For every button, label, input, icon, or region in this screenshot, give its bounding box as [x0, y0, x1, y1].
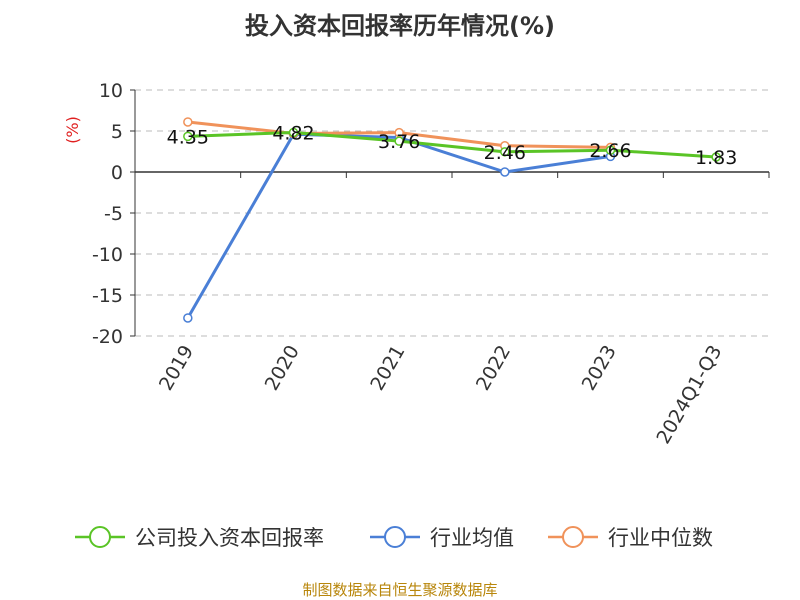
y-tick-label: 0 [111, 162, 123, 184]
data-point [500, 167, 510, 177]
chart-title: 投入资本回报率历年情况(%) [245, 12, 555, 40]
x-tick-label: 2020 [261, 342, 304, 395]
x-tick-label: 2019 [155, 342, 198, 395]
data-point [183, 313, 193, 323]
x-tick-label: 2023 [578, 342, 621, 395]
legend-swatch-marker [384, 526, 406, 548]
data-labels: 4.35 4.82 3.76 2.46 2.66 1.83 [167, 122, 738, 169]
x-tick-label: 2024Q1-Q3 [652, 342, 726, 448]
data-label: 2.46 [484, 142, 526, 164]
y-tick-label: -15 [92, 285, 123, 307]
legend-label: 行业均值 [430, 526, 514, 550]
x-tick-labels: 2019 2020 2021 2022 2023 2024Q1-Q3 [155, 342, 727, 448]
data-label: 3.76 [378, 131, 420, 153]
data-point [288, 127, 299, 138]
y-tick-label: -5 [104, 203, 123, 225]
data-point [183, 117, 193, 127]
data-point [183, 131, 193, 142]
source-note: 制图数据来自恒生聚源数据库 [302, 581, 498, 599]
y-axis-label: (%) [63, 116, 82, 144]
legend-swatch-marker [562, 526, 584, 548]
y-tick-label: 10 [99, 80, 123, 102]
legend-label: 行业中位数 [608, 526, 713, 550]
axes [130, 89, 770, 337]
data-label: 4.82 [272, 122, 314, 144]
data-point [500, 147, 510, 157]
y-tick-label: -10 [92, 244, 123, 266]
x-tick-label: 2021 [366, 342, 409, 395]
grid-lines [135, 89, 769, 337]
series-line [186, 132, 611, 319]
series-lines [183, 117, 721, 323]
data-point [605, 145, 616, 155]
legend-label: 公司投入资本回报率 [135, 526, 324, 550]
data-label: 4.35 [167, 126, 209, 148]
y-tick-label: 5 [111, 121, 123, 143]
data-point [711, 152, 721, 162]
data-point [394, 136, 404, 146]
data-label: 1.83 [695, 147, 737, 169]
y-tick-label: -20 [92, 326, 123, 348]
x-tick-label: 2022 [472, 342, 515, 395]
data-label: 2.66 [589, 140, 631, 162]
legend: 公司投入资本回报率 行业均值 行业中位数 [75, 526, 713, 550]
y-tick-labels: 10 5 0 -5 -10 -15 -20 [92, 80, 123, 348]
legend-swatch-marker [89, 526, 111, 548]
series-line [187, 130, 717, 159]
